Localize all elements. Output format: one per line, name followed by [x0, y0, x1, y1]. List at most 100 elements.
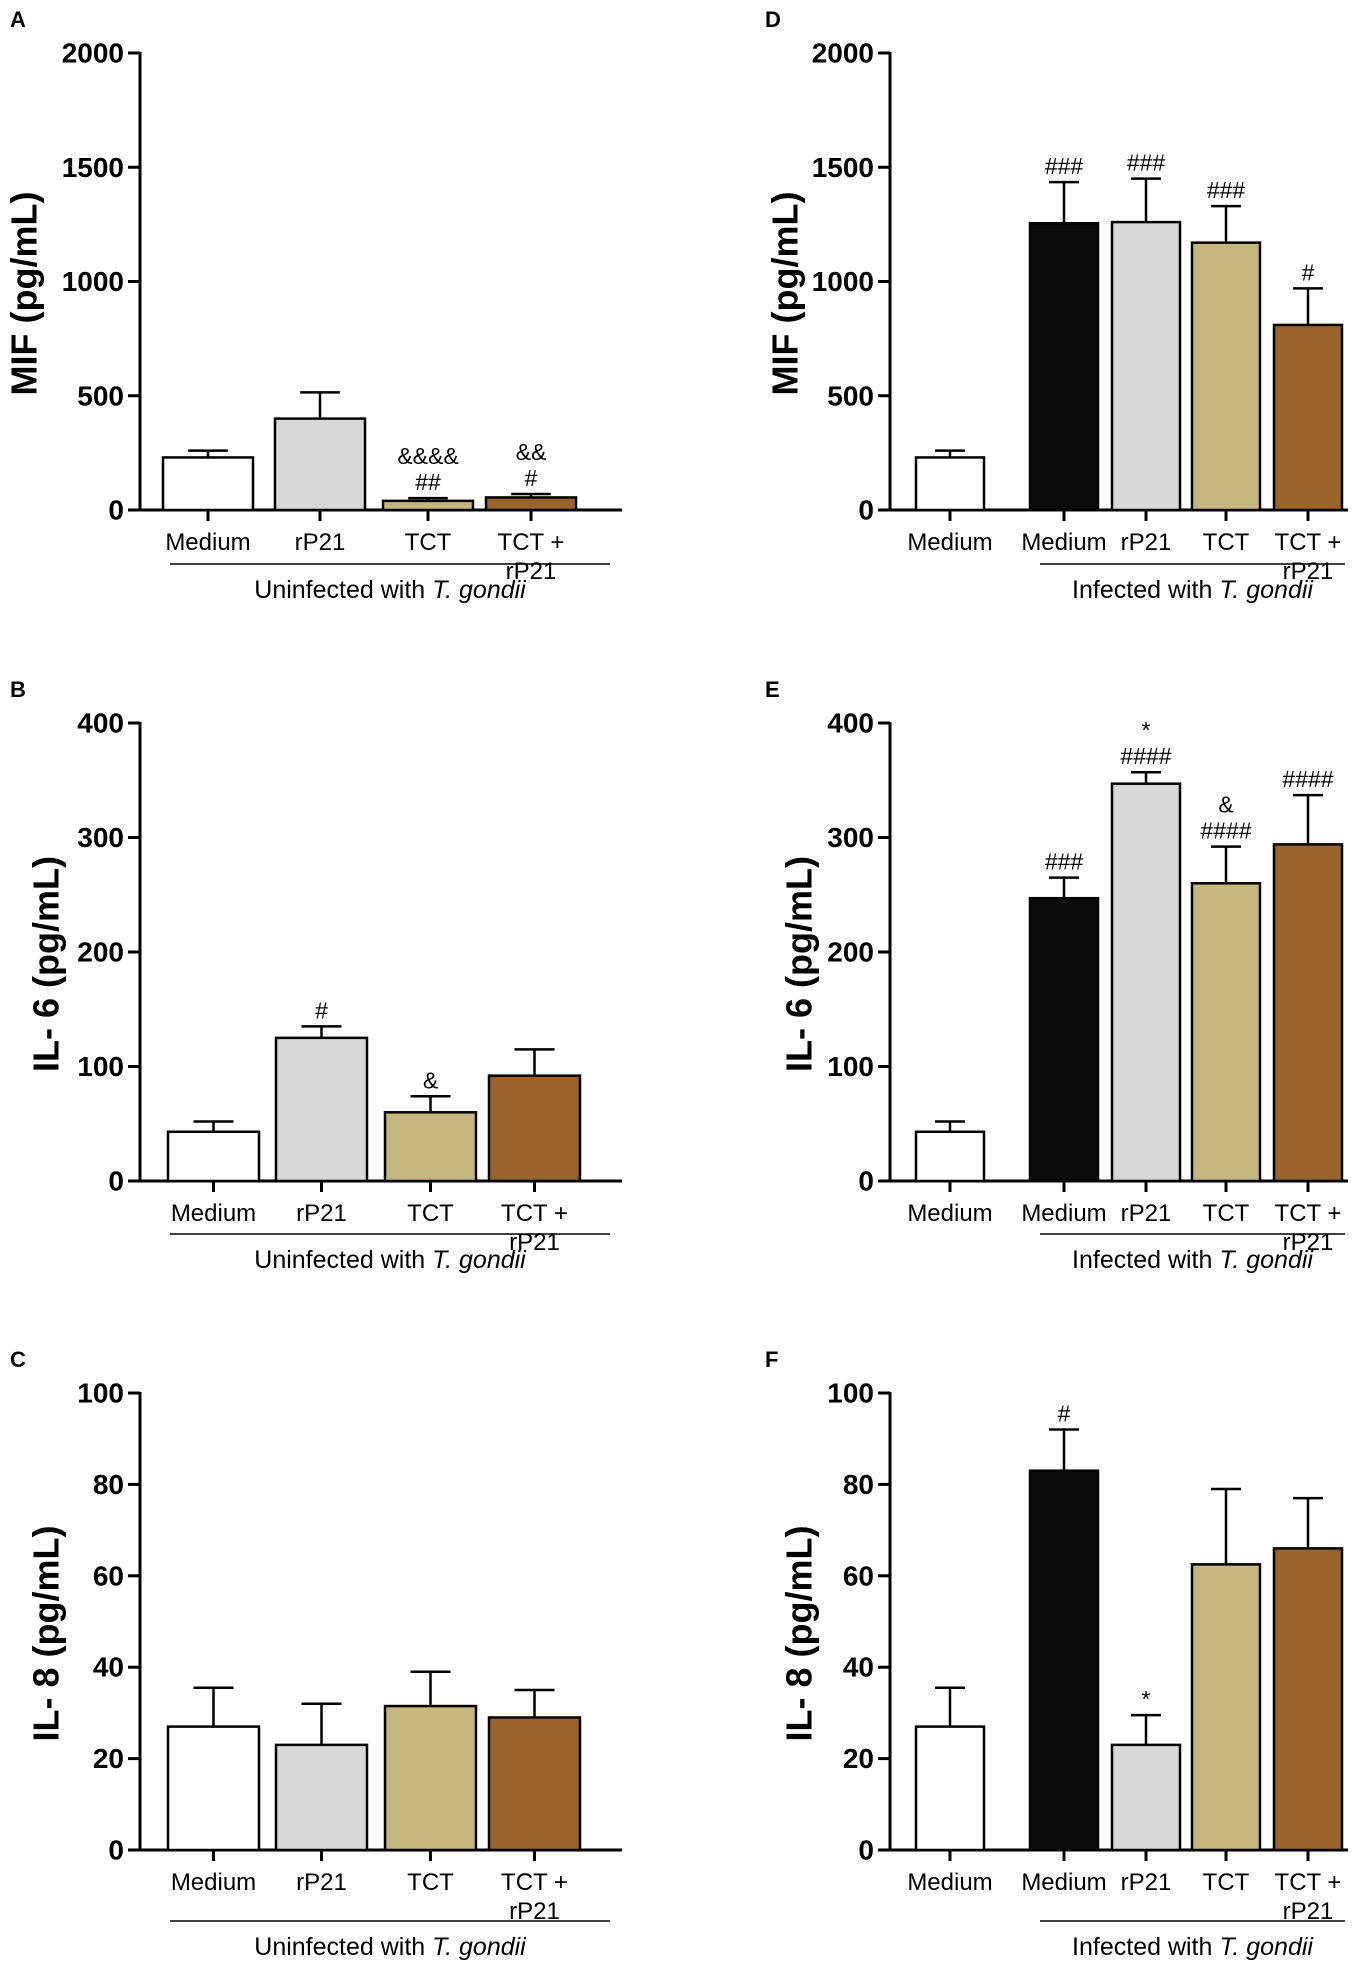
y-tick-label: 100 — [77, 1051, 124, 1082]
panel-letter: A — [10, 7, 26, 32]
y-tick-label: 0 — [108, 495, 124, 526]
group-label: Uninfected with T. gondii — [254, 576, 527, 604]
y-tick-label: 0 — [108, 1835, 124, 1866]
significance-mark: ### — [1127, 150, 1166, 176]
y-axis-title: IL- 6 (pg/mL) — [779, 856, 820, 1072]
panel-letter: D — [765, 7, 781, 32]
bar-medium — [166, 1130, 261, 1183]
y-tick-label: 200 — [77, 937, 124, 968]
x-tick-label: TCT — [407, 1869, 454, 1896]
x-tick-label: TCT + — [498, 529, 565, 556]
y-tick-label: 200 — [827, 937, 874, 968]
bar-medium — [914, 1725, 986, 1852]
significance-mark: & — [1218, 792, 1233, 818]
y-axis-title: MIF (pg/mL) — [765, 192, 806, 396]
bar-tct — [383, 1111, 478, 1183]
y-tick-label: 500 — [77, 380, 124, 411]
x-tick-label: rP21 — [296, 1869, 347, 1896]
bar-medium — [161, 456, 255, 512]
significance-mark: ### — [1045, 849, 1084, 875]
y-tick-label: 40 — [843, 1652, 874, 1683]
y-axis-title: IL- 6 (pg/mL) — [26, 856, 67, 1072]
y-tick-label: 0 — [108, 1166, 124, 1197]
bar-tct — [1190, 241, 1262, 512]
significance-mark: # — [1302, 259, 1315, 285]
y-tick-label: 100 — [827, 1051, 874, 1082]
bar-medium — [166, 1725, 261, 1852]
y-tick-label: 20 — [93, 1743, 124, 1774]
y-tick-label: 1000 — [812, 266, 874, 297]
x-tick-label: Medium — [1021, 1200, 1106, 1227]
y-tick-label: 300 — [77, 822, 124, 853]
y-tick-label: 80 — [843, 1469, 874, 1500]
x-tick-label: Medium — [907, 1869, 992, 1896]
bar-tct- — [1272, 1547, 1344, 1852]
chart-panel-b: B IL- 6 (pg/mL) 0 100 200 300 400 Medium # rP21 & T… — [10, 677, 622, 1274]
y-tick-label: 60 — [843, 1560, 874, 1591]
panel-letter: B — [10, 677, 26, 702]
x-tick-label: rP21 — [1121, 1869, 1172, 1896]
bar-medium — [914, 1130, 986, 1183]
y-tick-label: 100 — [77, 1378, 124, 1409]
bar-rp21 — [274, 1743, 369, 1852]
bar-medium — [914, 456, 986, 512]
group-label: Infected with T. gondii — [1072, 576, 1314, 604]
bar-tct — [1190, 1563, 1262, 1852]
y-tick-label: 1500 — [62, 152, 124, 183]
significance-mark: # — [525, 465, 538, 491]
bar-tct — [1190, 882, 1262, 1183]
y-tick-label: 0 — [858, 1835, 874, 1866]
x-tick-label: rP21 — [295, 529, 346, 556]
group-label: Infected with T. gondii — [1072, 1246, 1314, 1274]
bar-tct- — [487, 1716, 582, 1852]
x-tick-label: Medium — [171, 1200, 256, 1227]
bar-tct- — [1272, 843, 1344, 1183]
y-tick-label: 400 — [77, 708, 124, 739]
y-tick-label: 500 — [827, 380, 874, 411]
significance-mark: # — [1058, 1401, 1071, 1427]
x-tick-label: TCT + — [501, 1200, 568, 1227]
bar-tct- — [1272, 323, 1344, 512]
x-tick-label: rP21 — [1121, 529, 1172, 556]
x-tick-label: rP21 — [1283, 558, 1334, 585]
bar-tct — [381, 499, 475, 512]
bar-medium — [1028, 1469, 1100, 1852]
significance-mark: ### — [1207, 177, 1246, 203]
y-tick-label: 0 — [858, 1166, 874, 1197]
bar-tct- — [484, 496, 578, 512]
bar-tct — [383, 1704, 478, 1852]
x-tick-label: Medium — [165, 529, 250, 556]
x-tick-label: TCT — [1203, 1869, 1250, 1896]
x-tick-label: TCT + — [1275, 529, 1342, 556]
x-tick-label: TCT + — [1275, 1200, 1342, 1227]
x-tick-label: TCT — [405, 529, 452, 556]
y-tick-label: 80 — [93, 1469, 124, 1500]
panel-letter: F — [765, 1347, 778, 1372]
y-tick-label: 400 — [827, 708, 874, 739]
significance-mark: && — [516, 439, 547, 465]
y-axis-title: MIF (pg/mL) — [4, 192, 45, 396]
y-axis-title: IL- 8 (pg/mL) — [779, 1526, 820, 1742]
group-label: Infected with T. gondii — [1072, 1933, 1314, 1961]
bar-rp21 — [274, 1036, 369, 1183]
significance-mark: * — [1142, 717, 1151, 743]
significance-mark: # — [315, 997, 328, 1023]
x-tick-label: TCT — [1203, 1200, 1250, 1227]
x-tick-label: Medium — [907, 1200, 992, 1227]
chart-panel-c: C IL- 8 (pg/mL) 0 20 40 60 80 100 Medium rP21 TCT T… — [10, 1347, 622, 1961]
y-tick-label: 0 — [858, 495, 874, 526]
y-tick-label: 2000 — [62, 38, 124, 69]
significance-mark: ## — [415, 469, 441, 495]
y-axis-title: IL- 8 (pg/mL) — [26, 1526, 67, 1742]
y-tick-label: 2000 — [812, 38, 874, 69]
bar-rp21 — [1110, 1743, 1182, 1852]
bar-medium — [1028, 221, 1100, 512]
chart-panel-e: E IL- 6 (pg/mL) 0 100 200 300 400 Medium ### Medi… — [765, 677, 1348, 1274]
bar-rp21 — [273, 417, 367, 512]
group-label: Uninfected with T. gondii — [254, 1933, 527, 1961]
bar-rp21 — [1110, 220, 1182, 512]
x-tick-label: rP21 — [506, 558, 557, 585]
x-tick-label: TCT — [407, 1200, 454, 1227]
